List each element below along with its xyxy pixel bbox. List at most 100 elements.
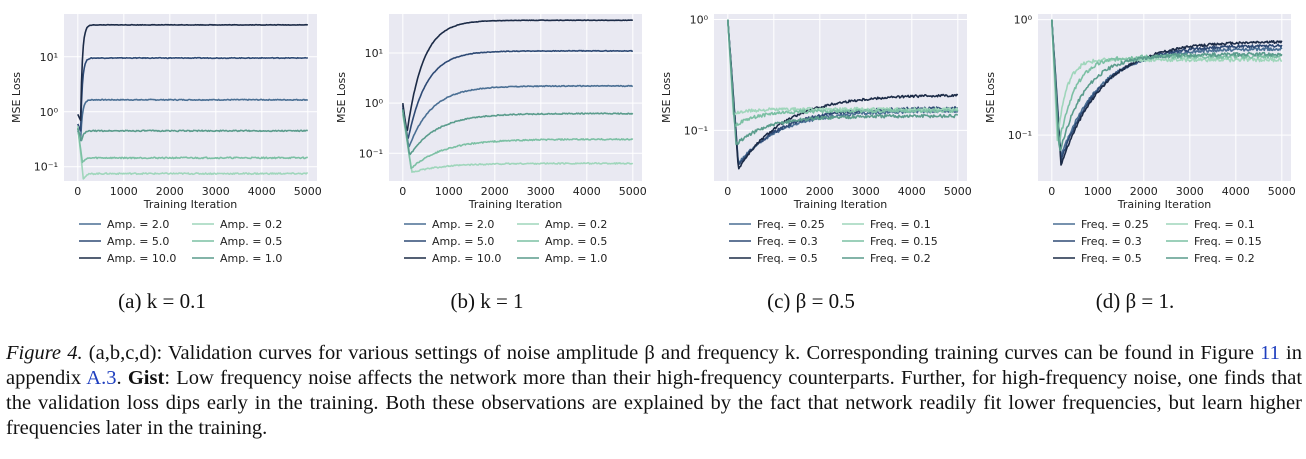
x-tick-label: 5000	[1268, 185, 1296, 198]
legend-label: Amp. = 10.0	[432, 252, 501, 265]
figure: 0 1000 2000 3000 4000 5000 10¹ 10⁰ 10⁻¹ Training …	[10, 13, 1296, 313]
y-tick-label: 10⁻¹	[359, 147, 383, 160]
legend-label: Freq. = 0.5	[757, 252, 818, 265]
x-axis-label: Training Iteration	[793, 198, 888, 211]
plot-background	[1038, 14, 1291, 181]
y-tick-label: 10⁻¹	[34, 161, 58, 174]
x-tick-label: 2000	[481, 185, 509, 198]
x-tick-label: 2000	[806, 185, 834, 198]
y-tick-label: 10⁻¹	[1008, 129, 1032, 142]
y-tick-label: 10¹	[365, 47, 383, 60]
legend-label: Amp. = 0.2	[545, 218, 607, 231]
series-line	[402, 110, 634, 170]
plot-background	[714, 14, 967, 181]
legend-label: Freq. = 0.2	[870, 252, 931, 265]
y-tick-label: 10⁰	[690, 13, 709, 26]
x-tick-label: 1000	[760, 185, 788, 198]
series-line	[402, 49, 634, 139]
panel-a: 0 1000 2000 3000 4000 5000 10¹ 10⁰ 10⁻¹ Training …	[10, 14, 322, 313]
legend-label: Freq. = 0.5	[1081, 252, 1142, 265]
x-tick-label: 2000	[156, 185, 184, 198]
series-line	[77, 56, 308, 132]
series-line	[727, 19, 958, 127]
legend-label: Freq. = 0.3	[757, 235, 818, 248]
y-tick-label: 10⁰	[1014, 14, 1033, 27]
x-tick-label: 1000	[1084, 185, 1112, 198]
panel-d: 0 1000 2000 3000 4000 5000 10⁰ 10⁻¹ Training Ite…	[984, 14, 1296, 313]
series-line	[77, 23, 309, 122]
x-tick-label: 1000	[435, 185, 463, 198]
caption-gist: Gist	[127, 367, 165, 389]
x-tick-label: 4000	[573, 185, 601, 198]
y-tick-label: 10⁰	[40, 106, 59, 119]
x-tick-label: 0	[399, 185, 406, 198]
x-tick-label: 5000	[619, 185, 647, 198]
series-line	[727, 19, 958, 146]
legend-label: Amp. = 0.5	[220, 235, 282, 248]
series-line	[402, 114, 634, 173]
y-tick-label: 10¹	[40, 51, 58, 64]
series-line	[402, 109, 634, 156]
panel-subcaption: (b) k = 1	[450, 289, 523, 313]
panel-subcaption: (d) β = 1.	[1096, 289, 1175, 313]
appendix-ref-link[interactable]: A.3	[86, 367, 117, 389]
y-axis-label: MSE Loss	[10, 72, 23, 123]
series-group	[727, 19, 959, 170]
x-tick-label: 5000	[944, 185, 972, 198]
legend-label: Freq. = 0.3	[1081, 235, 1142, 248]
legend-label: Freq. = 0.25	[757, 218, 825, 231]
legend-label: Amp. = 5.0	[432, 235, 494, 248]
y-axis-label: MSE Loss	[984, 72, 997, 123]
series-line	[77, 98, 308, 142]
legend-label: Amp. = 10.0	[107, 252, 176, 265]
x-axis-label: Training Iteration	[1117, 198, 1212, 211]
series-line	[1051, 19, 1283, 152]
caption-text-3: .	[116, 367, 128, 389]
x-tick-label: 4000	[248, 185, 276, 198]
series-group	[402, 19, 634, 173]
series-line	[727, 19, 959, 170]
x-tick-label: 5000	[294, 185, 322, 198]
x-tick-label: 4000	[898, 185, 926, 198]
panel-b: 0 1000 2000 3000 4000 5000 10¹ 10⁰ 10⁻¹ Training …	[335, 14, 647, 313]
x-tick-label: 3000	[202, 185, 230, 198]
x-axis-label: Training Iteration	[143, 198, 238, 211]
x-tick-label: 4000	[1222, 185, 1250, 198]
series-line	[77, 128, 308, 142]
panel-subcaption: (c) β = 0.5	[767, 289, 855, 313]
legend-label: Freq. = 0.1	[870, 218, 931, 231]
plot-background	[64, 14, 317, 181]
legend-label: Amp. = 2.0	[107, 218, 169, 231]
series-group	[77, 23, 309, 180]
legend-label: Freq. = 0.15	[1194, 235, 1262, 248]
series-line	[77, 125, 308, 180]
legend-label: Amp. = 0.2	[220, 218, 282, 231]
y-tick-label: 10⁰	[365, 97, 384, 110]
legend-label: Amp. = 0.5	[545, 235, 607, 248]
x-tick-label: 2000	[1130, 185, 1158, 198]
x-tick-label: 3000	[1176, 185, 1204, 198]
caption-label: Figure 4.	[6, 342, 83, 364]
x-tick-label: 0	[724, 185, 731, 198]
caption-text-1: (a,b,c,d): Validation curves for various…	[82, 342, 1261, 364]
figure-ref-link[interactable]: 11	[1260, 342, 1280, 364]
x-tick-label: 0	[74, 185, 81, 198]
panel-c: 0 1000 2000 3000 4000 5000 10⁰ 10⁻¹ Training Ite…	[660, 13, 972, 313]
x-axis-label: Training Iteration	[468, 198, 563, 211]
x-tick-label: 1000	[110, 185, 138, 198]
y-axis-label: MSE Loss	[335, 72, 348, 123]
caption-text-4: : Low frequency noise affects the networ…	[6, 367, 1303, 439]
x-tick-label: 0	[1048, 185, 1055, 198]
caption-text-2: in appendix	[6, 342, 1302, 389]
y-tick-label: 10⁻¹	[684, 124, 708, 137]
x-tick-label: 3000	[852, 185, 880, 198]
legend-label: Freq. = 0.25	[1081, 218, 1149, 231]
series-line	[402, 19, 633, 131]
series-line	[402, 84, 633, 148]
series-line	[1051, 19, 1283, 166]
figure-caption: Figure 4. (a,b,c,d): Validation curves f…	[6, 341, 1302, 441]
series-line	[77, 128, 308, 164]
legend-label: Freq. = 0.1	[1194, 218, 1255, 231]
panel-subcaption: (a) k = 0.1	[118, 289, 206, 313]
legend-label: Freq. = 0.2	[1194, 252, 1255, 265]
